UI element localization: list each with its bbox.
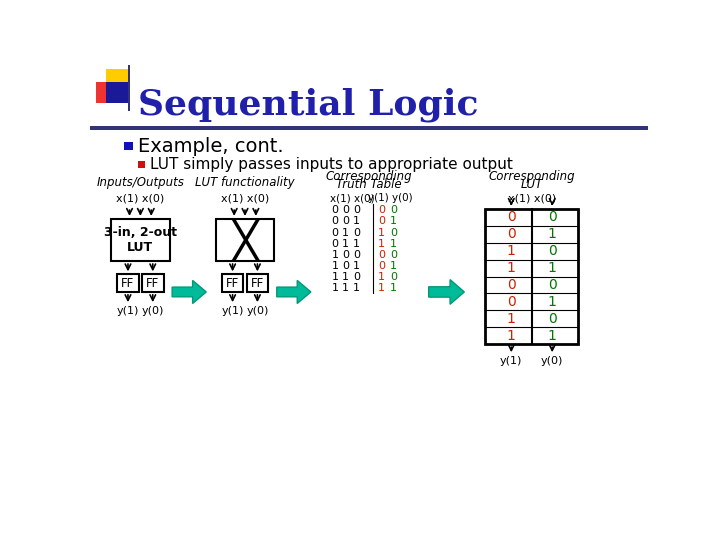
Text: 0: 0 bbox=[507, 210, 516, 224]
Text: 1: 1 bbox=[390, 284, 397, 293]
Text: 0: 0 bbox=[353, 250, 360, 260]
Text: 0: 0 bbox=[342, 217, 349, 226]
Text: 0: 0 bbox=[378, 205, 385, 215]
Text: y(1): y(1) bbox=[117, 306, 139, 316]
Text: 0: 0 bbox=[390, 272, 397, 282]
Text: 1: 1 bbox=[378, 239, 385, 249]
Text: 1: 1 bbox=[507, 312, 516, 326]
Text: y(1) y(0): y(1) y(0) bbox=[369, 193, 413, 203]
Text: 0: 0 bbox=[378, 261, 385, 271]
Text: 1: 1 bbox=[548, 261, 557, 275]
Polygon shape bbox=[428, 280, 464, 304]
Text: 0: 0 bbox=[342, 261, 349, 271]
Text: y(0): y(0) bbox=[246, 306, 269, 316]
Text: FF: FF bbox=[122, 276, 135, 289]
Text: LUT functionality: LUT functionality bbox=[195, 176, 294, 189]
Text: 0: 0 bbox=[548, 278, 557, 292]
Text: 1: 1 bbox=[390, 239, 397, 249]
Bar bbox=[215, 219, 274, 261]
Text: 1: 1 bbox=[507, 329, 516, 343]
Text: FF: FF bbox=[251, 276, 264, 289]
Bar bbox=[246, 274, 269, 292]
Text: Truth Table: Truth Table bbox=[336, 178, 402, 191]
Text: FF: FF bbox=[226, 276, 239, 289]
Text: 1: 1 bbox=[342, 228, 349, 238]
Text: 0: 0 bbox=[390, 228, 397, 238]
Bar bbox=[106, 69, 129, 90]
Bar bbox=[124, 142, 132, 150]
Text: 0: 0 bbox=[548, 312, 557, 326]
Text: Inputs/Outputs: Inputs/Outputs bbox=[96, 176, 184, 189]
Text: 1: 1 bbox=[353, 284, 360, 293]
Text: 0: 0 bbox=[548, 210, 557, 224]
Text: 1: 1 bbox=[353, 261, 360, 271]
Text: 1: 1 bbox=[342, 272, 349, 282]
Text: x(1) x(0): x(1) x(0) bbox=[330, 193, 374, 203]
Text: y(1): y(1) bbox=[222, 306, 244, 316]
Text: x(1) x(0): x(1) x(0) bbox=[508, 193, 556, 203]
Text: y(0): y(0) bbox=[142, 306, 164, 316]
Text: 0: 0 bbox=[548, 244, 557, 258]
Text: x(1) x(0): x(1) x(0) bbox=[221, 193, 269, 203]
Text: Example, cont.: Example, cont. bbox=[138, 137, 284, 156]
Text: 0: 0 bbox=[390, 250, 397, 260]
Text: x(1) x(0): x(1) x(0) bbox=[116, 193, 164, 203]
Bar bbox=[96, 82, 120, 103]
Text: 1: 1 bbox=[342, 239, 349, 249]
Text: 0: 0 bbox=[390, 205, 397, 215]
Text: 0: 0 bbox=[507, 295, 516, 309]
Text: 0: 0 bbox=[342, 205, 349, 215]
Text: 1: 1 bbox=[353, 239, 360, 249]
Text: 0: 0 bbox=[507, 227, 516, 241]
Bar bbox=[106, 82, 129, 103]
Text: 1: 1 bbox=[342, 284, 349, 293]
Text: 1: 1 bbox=[378, 272, 385, 282]
Text: 0: 0 bbox=[342, 250, 349, 260]
Bar bbox=[485, 209, 578, 345]
Text: 1: 1 bbox=[507, 244, 516, 258]
Text: 1: 1 bbox=[331, 284, 338, 293]
Text: 1: 1 bbox=[507, 261, 516, 275]
Text: 0: 0 bbox=[331, 205, 338, 215]
Bar bbox=[111, 219, 170, 261]
Text: 0: 0 bbox=[507, 278, 516, 292]
Bar bbox=[222, 274, 243, 292]
Text: 1: 1 bbox=[378, 228, 385, 238]
Text: 1: 1 bbox=[548, 227, 557, 241]
Text: 1: 1 bbox=[331, 272, 338, 282]
Text: 1: 1 bbox=[378, 284, 385, 293]
Text: 1: 1 bbox=[548, 329, 557, 343]
Bar bbox=[128, 65, 130, 111]
Bar bbox=[142, 274, 163, 292]
Text: LUT: LUT bbox=[521, 178, 543, 191]
Text: 1: 1 bbox=[548, 295, 557, 309]
Text: FF: FF bbox=[146, 276, 159, 289]
Polygon shape bbox=[276, 280, 311, 303]
Text: Corresponding: Corresponding bbox=[325, 170, 413, 183]
Text: 0: 0 bbox=[331, 217, 338, 226]
Bar bbox=[138, 161, 145, 168]
Text: LUT simply passes inputs to appropriate output: LUT simply passes inputs to appropriate … bbox=[150, 157, 513, 172]
Text: 1: 1 bbox=[390, 261, 397, 271]
Bar bbox=[117, 274, 139, 292]
Text: 1: 1 bbox=[331, 250, 338, 260]
Text: 1: 1 bbox=[390, 217, 397, 226]
Text: 1: 1 bbox=[353, 217, 360, 226]
Text: 3-in, 2-out
LUT: 3-in, 2-out LUT bbox=[104, 226, 177, 254]
Text: Sequential Logic: Sequential Logic bbox=[138, 87, 479, 122]
Text: Corresponding: Corresponding bbox=[488, 170, 575, 183]
Text: 0: 0 bbox=[353, 228, 360, 238]
Text: 0: 0 bbox=[331, 239, 338, 249]
Text: 0: 0 bbox=[331, 228, 338, 238]
Bar bbox=[90, 126, 648, 130]
Text: y(0): y(0) bbox=[541, 356, 563, 366]
Text: 0: 0 bbox=[353, 272, 360, 282]
Polygon shape bbox=[172, 280, 206, 303]
Text: 0: 0 bbox=[378, 250, 385, 260]
Text: 1: 1 bbox=[331, 261, 338, 271]
Text: 0: 0 bbox=[378, 217, 385, 226]
Text: 0: 0 bbox=[353, 205, 360, 215]
Text: y(1): y(1) bbox=[500, 356, 523, 366]
